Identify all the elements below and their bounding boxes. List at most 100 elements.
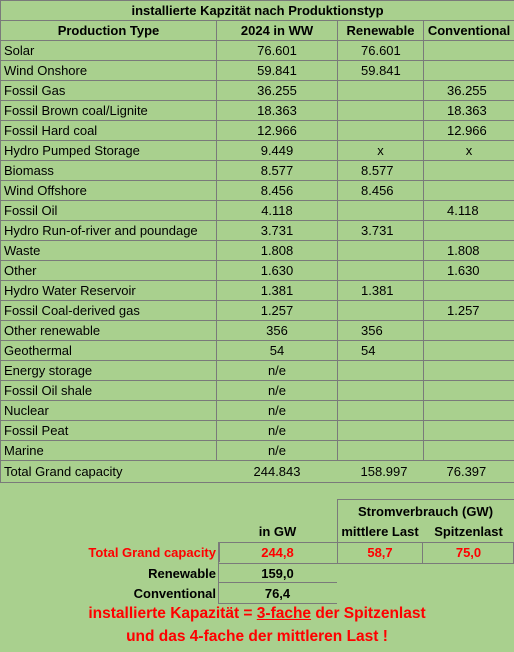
table-row: Fossil Hard coal 12.966 12.966 xyxy=(0,120,514,141)
table-row: Hydro Water Reservoir 1.381 1.381 xyxy=(0,280,514,301)
table-row: Fossil Oil shale n/e xyxy=(0,380,514,401)
header-2024: 2024 in WW xyxy=(216,20,338,41)
total-cell: Total Grand capacity xyxy=(0,460,217,483)
table-cell xyxy=(337,240,424,261)
table-cell: 9.449 xyxy=(216,140,338,161)
header-renewable: Renewable xyxy=(337,20,424,41)
table-cell: Fossil Gas xyxy=(0,80,217,101)
table-row: Biomass 8.577 8.577 xyxy=(0,160,514,181)
summary-renewable-label: Renewable xyxy=(148,566,216,581)
table-cell: Fossil Brown coal/Lignite xyxy=(0,100,217,121)
table-row: Fossil Gas 36.255 36.255 xyxy=(0,80,514,101)
consumption-header: Stromverbrauch (GW) xyxy=(357,504,494,519)
table-cell: Fossil Coal-derived gas xyxy=(0,300,217,321)
table-row: Fossil Brown coal/Lignite 18.363 18.363 xyxy=(0,100,514,121)
table-cell xyxy=(337,300,424,321)
table-cell: 1.257 xyxy=(216,300,338,321)
table-cell xyxy=(422,340,514,361)
table-cell xyxy=(337,440,424,461)
table-cell: n/e xyxy=(216,420,338,441)
table-row: Energy storage n/e xyxy=(0,360,514,381)
table-cell: x xyxy=(422,140,514,161)
table-cell: 36.255 xyxy=(422,80,514,101)
total-row: Total Grand capacity 244.843 158.997 76.397 xyxy=(0,460,514,483)
table-cell xyxy=(422,400,514,421)
table-cell: 4.118 xyxy=(422,200,514,221)
table-cell: 1.381 xyxy=(216,280,338,301)
capacity-table: installierte Kapzität nach Produktionsty… xyxy=(0,0,514,483)
table-cell: x xyxy=(337,140,424,161)
table-cell xyxy=(422,280,514,301)
table-cell xyxy=(422,440,514,461)
table-cell: Waste xyxy=(0,240,217,261)
total-cell: 76.397 xyxy=(423,460,514,483)
table-cell: 1.630 xyxy=(422,260,514,281)
note-line-1-b: 3-fache xyxy=(256,605,312,622)
table-cell: 8.456 xyxy=(216,180,338,201)
total-cell: 158.997 xyxy=(337,460,424,483)
table-cell: 3.731 xyxy=(337,220,424,241)
table-cell: Marine xyxy=(0,440,217,461)
table-cell: Other xyxy=(0,260,217,281)
table-cell: Hydro Pumped Storage xyxy=(0,140,217,161)
note-line-1-c: der Spitzenlast xyxy=(311,605,426,622)
table-cell: Solar xyxy=(0,40,217,61)
table-cell: 1.257 xyxy=(422,300,514,321)
summary-total-gw: 244,8 xyxy=(261,545,294,560)
table-cell: Hydro Run-of-river and poundage xyxy=(0,220,217,241)
table-cell: n/e xyxy=(216,360,338,381)
summary-total-mid: 58,7 xyxy=(367,545,393,560)
table-cell xyxy=(337,400,424,421)
table-cell: Energy storage xyxy=(0,360,217,381)
header-conventional: Conventional xyxy=(422,20,514,41)
table-row: Hydro Run-of-river and poundage 3.731 3.73… xyxy=(0,220,514,241)
table-cell: 54 xyxy=(216,340,338,361)
table-row: Geothermal 54 54 xyxy=(0,340,514,361)
table-cell xyxy=(337,260,424,281)
table-row: Wind Onshore 59.841 59.841 xyxy=(0,60,514,81)
table-cell xyxy=(422,60,514,81)
table-cell xyxy=(422,420,514,441)
table-cell: 18.363 xyxy=(422,100,514,121)
table-cell: Fossil Oil shale xyxy=(0,380,217,401)
note-line-1-a: installierte Kapazität = xyxy=(88,605,257,622)
total-cell: 244.843 xyxy=(216,460,338,483)
summary-conventional-label: Conventional xyxy=(133,586,216,601)
table-cell: 18.363 xyxy=(216,100,338,121)
table-row: Marine n/e xyxy=(0,440,514,461)
header-production-type: Production Type xyxy=(0,20,217,41)
table-cell xyxy=(422,380,514,401)
table-row: Fossil Peat n/e xyxy=(0,420,514,441)
table-cell: 1.630 xyxy=(216,260,338,281)
table-cell xyxy=(337,380,424,401)
table-row: Fossil Coal-derived gas 1.257 1.257 xyxy=(0,300,514,321)
table-cell: 8.456 xyxy=(337,180,424,201)
header-row: Production Type 2024 in WW Renewable Con… xyxy=(0,20,514,41)
note-line-2: und das 4-fache der mittleren Last ! xyxy=(126,628,388,645)
table-cell: 76.601 xyxy=(216,40,338,61)
table-cell: n/e xyxy=(216,380,338,401)
table-cell: Wind Offshore xyxy=(0,180,217,201)
col-mid-header: mittlere Last xyxy=(341,524,419,539)
table-cell: Wind Onshore xyxy=(0,60,217,81)
table-row: Hydro Pumped Storage 9.449 x x xyxy=(0,140,514,161)
col-gw-header: in GW xyxy=(258,524,297,539)
table-cell: Fossil Hard coal xyxy=(0,120,217,141)
table-cell: 356 xyxy=(216,320,338,341)
table-cell xyxy=(422,180,514,201)
table-cell xyxy=(422,160,514,181)
table-cell: 76.601 xyxy=(337,40,424,61)
table-cell: n/e xyxy=(216,400,338,421)
table-cell xyxy=(422,320,514,341)
table-row: Waste 1.808 1.808 xyxy=(0,240,514,261)
col-peak-header: Spitzenlast xyxy=(434,524,503,539)
table-cell: 12.966 xyxy=(422,120,514,141)
summary-total-peak: 75,0 xyxy=(455,545,482,560)
table-row: Fossil Oil 4.118 4.118 xyxy=(0,200,514,221)
table-title: installierte Kapzität nach Produktionsty… xyxy=(0,0,514,21)
table-cell: 3.731 xyxy=(216,220,338,241)
table-row: Wind Offshore 8.456 8.456 xyxy=(0,180,514,201)
table-cell: 8.577 xyxy=(337,160,424,181)
table-cell xyxy=(422,220,514,241)
table-cell xyxy=(337,200,424,221)
